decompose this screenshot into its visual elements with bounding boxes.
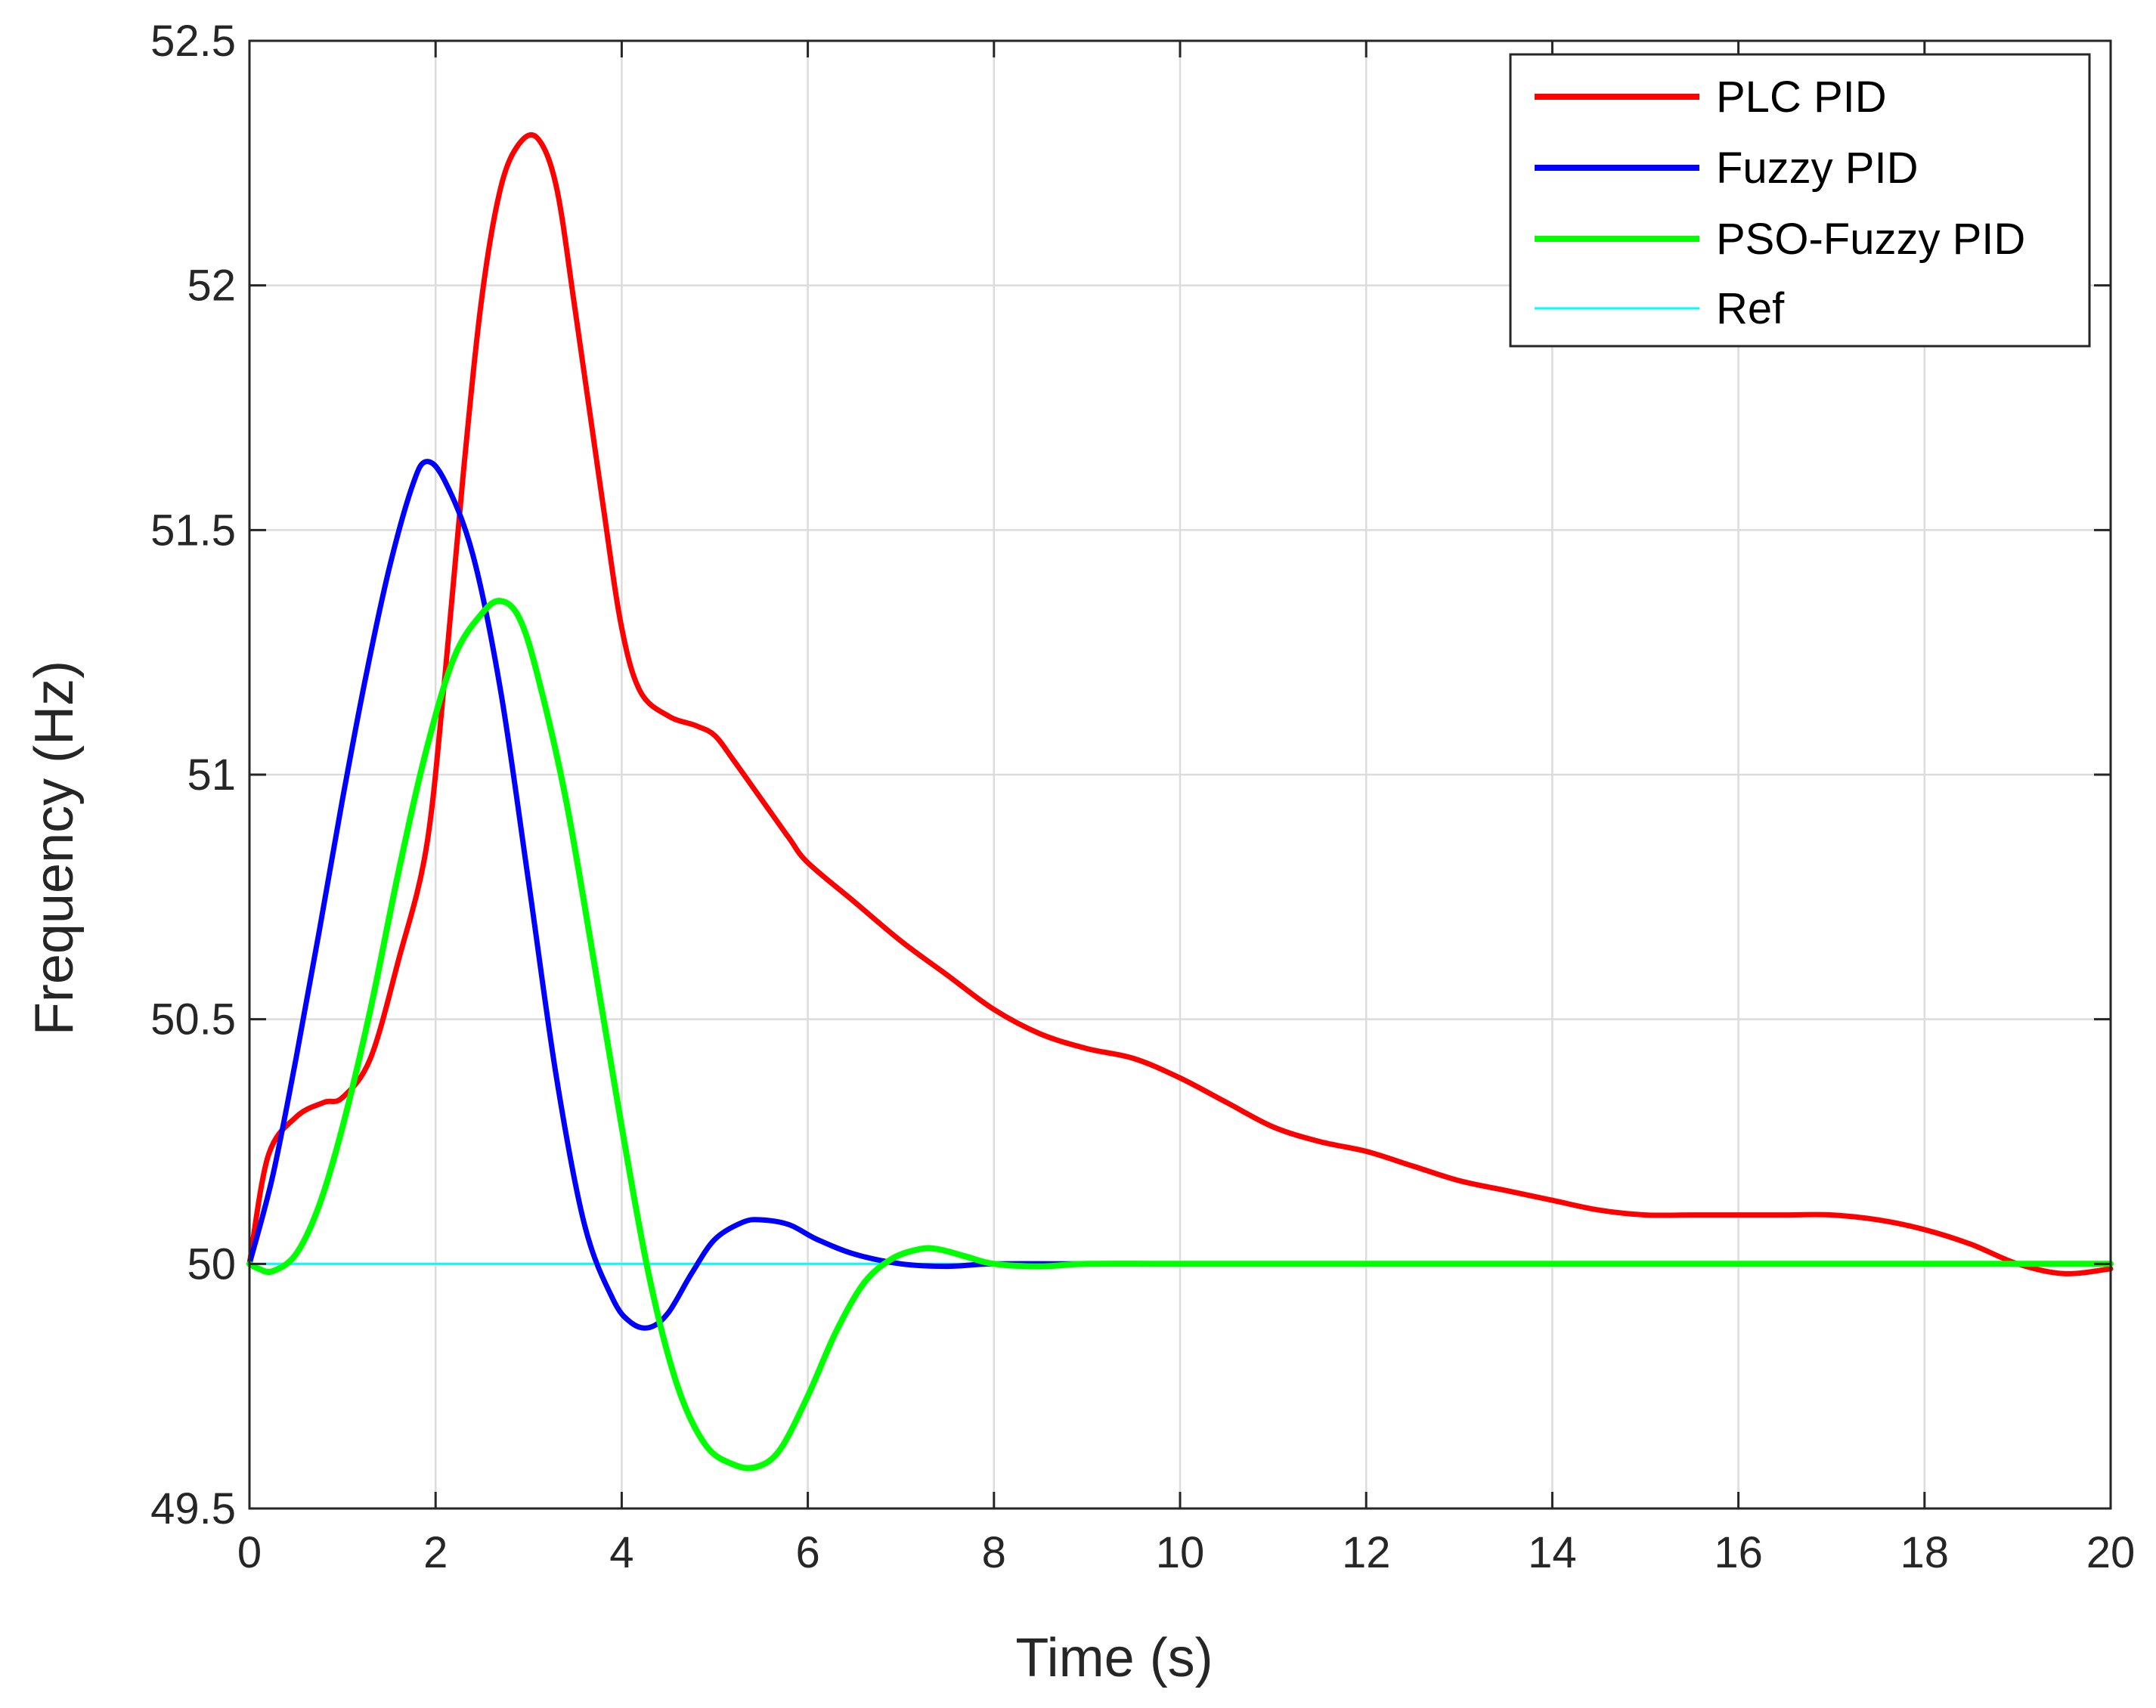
x-axis-label: Time (s) xyxy=(1015,1628,1213,1688)
legend: PLC PID Fuzzy PID PSO-Fuzzy PID Ref xyxy=(1509,53,2091,348)
axes xyxy=(248,39,2112,1510)
tick-labels: 0 2 4 6 8 10 12 14 16 18 20 49.5 50 50.5 51 51.5 52 52.5 xyxy=(150,17,2135,1577)
x-tick-label: 4 xyxy=(609,1528,633,1577)
x-tick-label: 12 xyxy=(1342,1528,1391,1577)
x-tick-label: 6 xyxy=(795,1528,819,1577)
y-tick-label: 51.5 xyxy=(150,506,236,555)
y-tick-label: 52.5 xyxy=(150,17,236,66)
x-tick-label: 8 xyxy=(982,1528,1006,1577)
legend-label-fuzzy-pid: Fuzzy PID xyxy=(1716,144,1919,193)
legend-label-plc-pid: PLC PID xyxy=(1716,73,1887,122)
y-tick-label: 49.5 xyxy=(150,1484,236,1533)
x-tick-label: 0 xyxy=(237,1528,262,1577)
legend-label-ref: Ref xyxy=(1716,284,1785,333)
series-lines xyxy=(246,132,2114,1471)
x-tick-label: 20 xyxy=(2086,1528,2136,1577)
x-tick-label: 14 xyxy=(1528,1528,1577,1577)
y-tick-label: 51 xyxy=(187,750,236,800)
x-tick-label: 10 xyxy=(1156,1528,1205,1577)
y-axis-label: Frequency (Hz) xyxy=(24,661,85,1035)
y-tick-label: 50.5 xyxy=(150,995,236,1044)
legend-label-pso-fuzzy-pid: PSO-Fuzzy PID xyxy=(1716,215,2025,264)
x-tick-label: 16 xyxy=(1714,1528,1763,1577)
series-line-pso-fuzzy-pid xyxy=(246,598,2114,1471)
legend-box xyxy=(1509,53,2091,348)
x-tick-label: 18 xyxy=(1900,1528,1950,1577)
y-tick-label: 50 xyxy=(187,1239,236,1289)
y-tick-label: 52 xyxy=(187,261,236,311)
x-tick-label: 2 xyxy=(423,1528,448,1577)
